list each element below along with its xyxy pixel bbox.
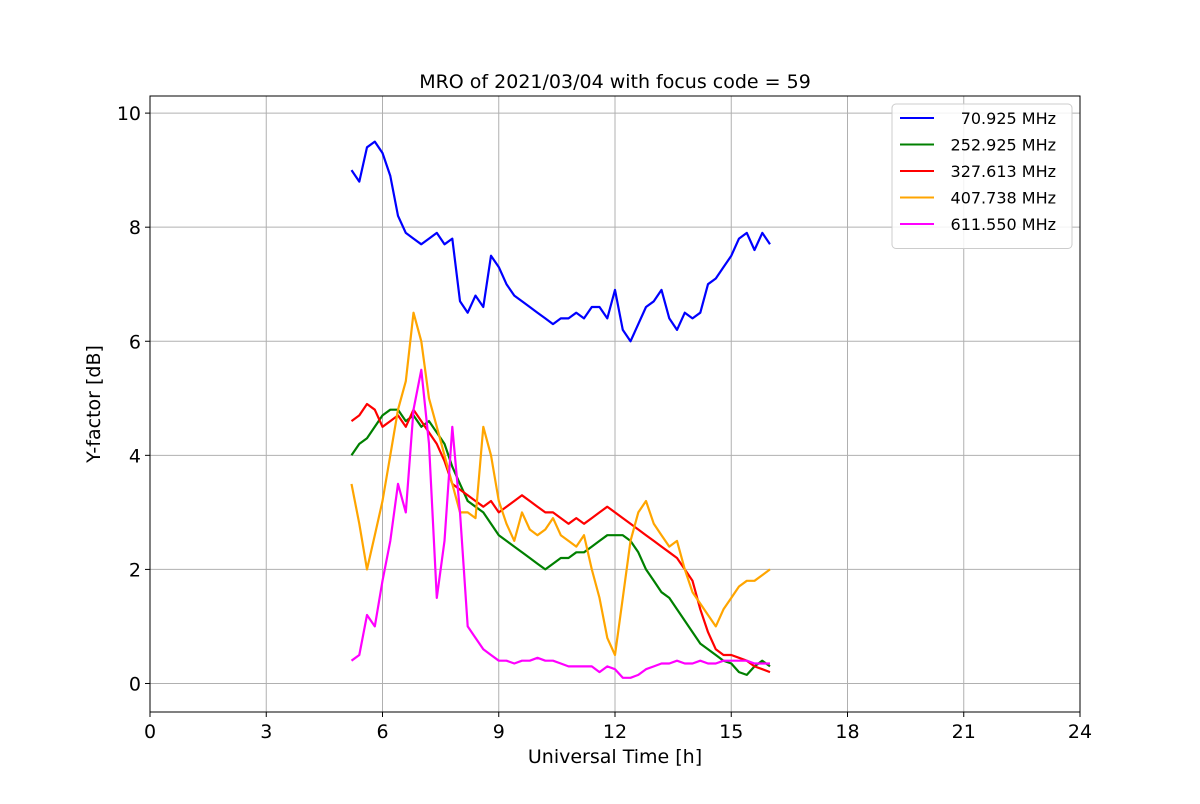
x-tick-label: 12 [603,721,627,743]
x-tick-label: 6 [376,721,388,743]
x-axis-ticks: 0 3 6 9 12 15 18 21 24 [144,712,1092,743]
y-axis-label: Y-factor [dB] [83,345,105,464]
x-tick-label: 9 [493,721,505,743]
y-tick-label: 10 [117,103,141,125]
x-tick-label: 3 [260,721,272,743]
x-axis-label: Universal Time [h] [528,746,702,768]
legend: 70.925 MHz 252.925 MHz 327.613 MHz 407.738 … [891,103,1073,249]
series-line-5 [350,368,770,679]
legend-label: 407.738 MHz [951,189,1056,208]
y-axis-ticks: 0 2 4 6 8 10 [117,103,150,695]
x-tick-label: 15 [719,721,743,743]
x-tick-label: 0 [144,721,156,743]
y-tick-label: 2 [129,559,141,581]
y-tick-label: 6 [129,331,141,353]
y-tick-label: 8 [129,217,141,239]
x-tick-label: 24 [1068,721,1092,743]
series-lines [350,140,771,679]
legend-label: 611.550 MHz [951,215,1056,234]
y-tick-label: 4 [129,445,141,467]
x-tick-label: 21 [952,721,976,743]
x-tick-label: 18 [835,721,859,743]
series-line-2 [350,408,771,677]
legend-box [891,103,1073,249]
legend-label: 252.925 MHz [951,136,1056,155]
legend-label: 70.925 MHz [961,109,1056,128]
series-line-4 [350,311,771,657]
series-line-1 [350,140,771,343]
legend-label: 327.613 MHz [951,162,1056,181]
y-tick-label: 0 [129,673,141,695]
series-line-3 [350,402,771,674]
chart-title: MRO of 2021/03/04 with focus code = 59 [419,71,811,93]
